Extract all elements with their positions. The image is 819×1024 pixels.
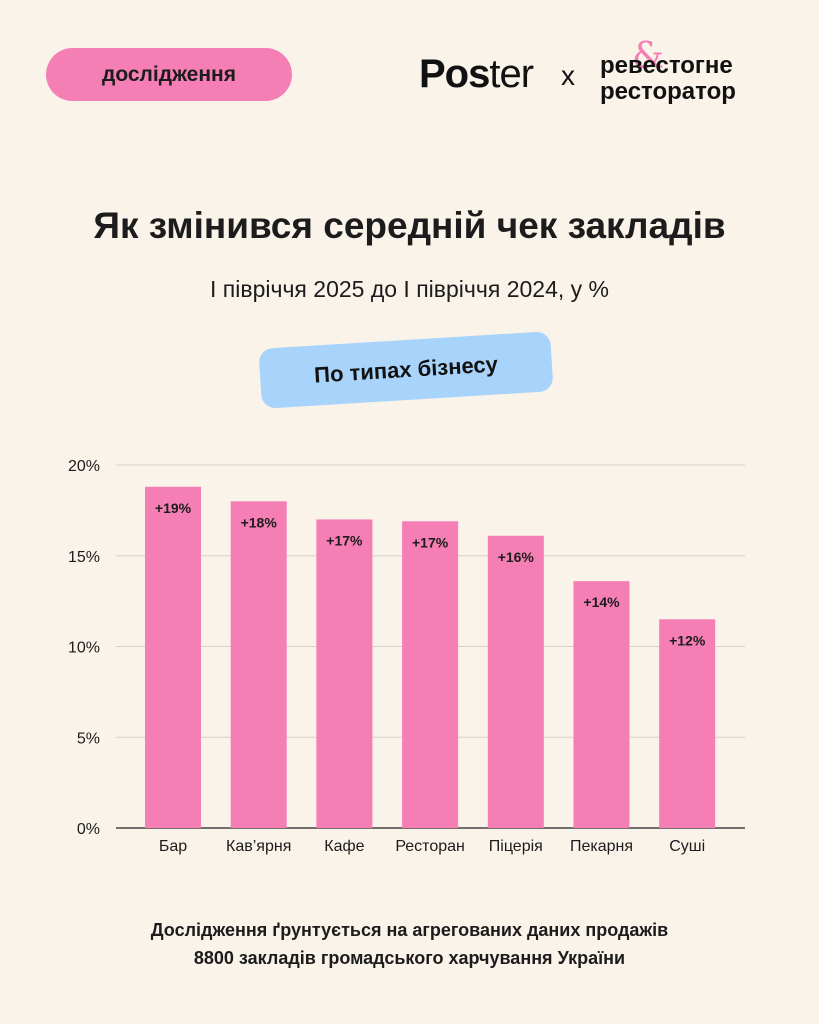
data-label: +16%: [498, 549, 535, 565]
partner-logo-line2: ресторатор: [600, 78, 736, 105]
y-tick-label: 15%: [68, 549, 100, 566]
category-label: Кав’ярня: [226, 838, 291, 855]
partner-logo-line1: ревестогне: [600, 52, 733, 79]
bar: [230, 501, 287, 828]
poster-logo-light: ter: [489, 52, 534, 96]
y-tick-label: 5%: [77, 730, 100, 747]
footer-note: Дослідження ґрунтується на агрегованих д…: [0, 916, 819, 972]
bar: [573, 581, 630, 828]
y-tick-label: 20%: [68, 458, 100, 475]
category-label: Піцерія: [489, 838, 543, 855]
category-label: Бар: [159, 838, 187, 855]
page-subtitle: І півріччя 2025 до І півріччя 2024, у %: [210, 276, 609, 302]
category-label: Кафе: [324, 838, 364, 855]
business-type-pill: По типах бізнесу: [258, 331, 554, 409]
footer-line-1: Дослідження ґрунтується на агрегованих д…: [150, 920, 669, 940]
bar: [316, 519, 373, 828]
category-label: Ресторан: [395, 838, 465, 855]
data-label: +17%: [412, 534, 449, 550]
bar: [659, 619, 716, 828]
research-tag: дослідження: [46, 48, 292, 101]
data-label: +18%: [241, 514, 278, 530]
data-label: +17%: [326, 532, 363, 548]
bar: [145, 486, 201, 828]
footer-line-2: 8800 закладів громадського харчування Ук…: [193, 948, 626, 968]
data-label: +19%: [155, 500, 192, 516]
poster-logo: Poster: [419, 52, 534, 97]
data-label: +14%: [583, 594, 620, 610]
page-title: Як змінився середній чек закладів: [93, 205, 726, 246]
bar: [402, 521, 459, 828]
logo-separator: x: [561, 60, 575, 91]
y-tick-label: 10%: [68, 640, 100, 657]
partner-logo-ampersand: &: [632, 36, 665, 77]
category-label: Суші: [669, 838, 705, 855]
poster-logo-bold: Pos: [419, 52, 490, 96]
category-label: Пекарня: [570, 838, 633, 855]
y-tick-label: 0%: [77, 821, 100, 838]
partner-logo: ревестогне ресторатор: [600, 53, 736, 105]
bar: [487, 535, 544, 828]
bar-chart: 0% 5% 10% 15% 20% +19% Бар +18% Кав’ярня +17% Кафе…: [68, 458, 745, 855]
data-label: +12%: [669, 632, 706, 648]
